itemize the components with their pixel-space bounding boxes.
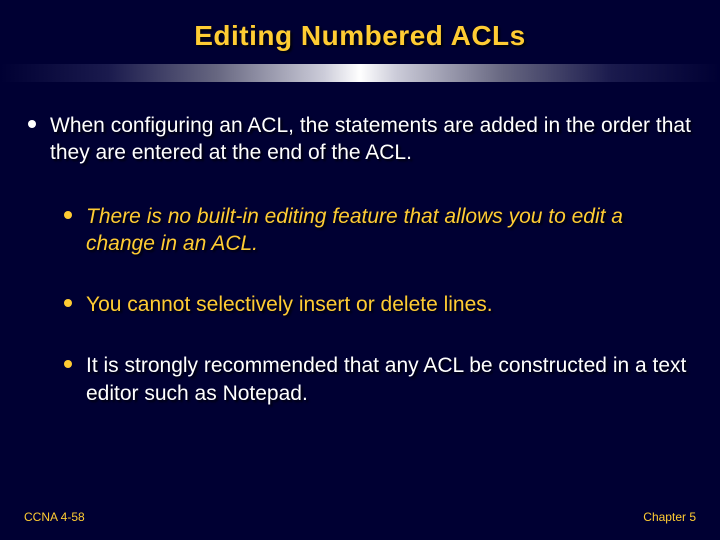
sub-bullet-text: You cannot selectively insert or delete … [86,291,493,318]
sub-bullet-text: It is strongly recommended that any ACL … [86,352,692,407]
sub-bullet-row: There is no built-in editing feature tha… [64,203,692,258]
title-area: Editing Numbered ACLs [0,0,720,82]
slide-title: Editing Numbered ACLs [0,20,720,52]
main-bullet-text: When configuring an ACL, the statements … [50,112,692,167]
content-area: When configuring an ACL, the statements … [0,82,720,407]
bullet-icon [64,299,72,307]
bullet-icon [28,120,36,128]
footer-left: CCNA 4-58 [24,510,85,524]
sub-bullet-list: There is no built-in editing feature tha… [28,195,692,407]
footer: CCNA 4-58 Chapter 5 [0,510,720,524]
title-divider [0,64,720,82]
sub-bullet-text: There is no built-in editing feature tha… [86,203,692,258]
bullet-icon [64,211,72,219]
sub-bullet-row: It is strongly recommended that any ACL … [64,352,692,407]
sub-bullet-row: You cannot selectively insert or delete … [64,291,692,318]
footer-right: Chapter 5 [643,510,696,524]
main-bullet-row: When configuring an ACL, the statements … [28,112,692,167]
bullet-icon [64,360,72,368]
